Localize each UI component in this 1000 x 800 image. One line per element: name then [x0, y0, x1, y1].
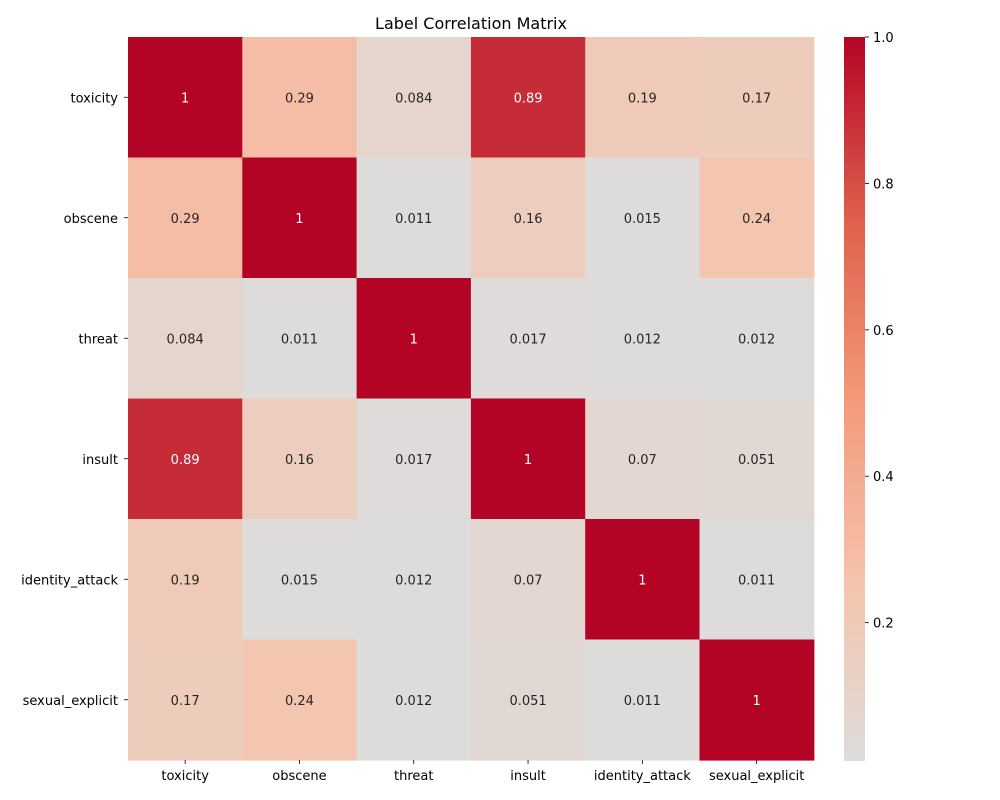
heatmap-cell [356, 519, 472, 641]
colorbar: 0.2 0.4 0.6 0.8 1.0 [844, 31, 894, 761]
y-tick-label: insult [82, 453, 118, 468]
heatmap-cell [699, 37, 815, 159]
colorbar-ticks: 0.2 0.4 0.6 0.8 1.0 [865, 31, 894, 632]
cell-value-label: 0.084 [167, 332, 204, 347]
cell-value-label: 1 [638, 573, 646, 588]
y-tick-label: threat [79, 332, 118, 347]
heatmap-cell [356, 398, 472, 520]
cell-value-label: 0.015 [281, 573, 318, 588]
y-tick-label: obscene [64, 212, 118, 227]
cell-value-label: 0.16 [285, 453, 314, 468]
cell-value-label: 0.16 [514, 212, 543, 227]
cell-value-label: 0.19 [171, 573, 200, 588]
cell-value-label: 0.011 [395, 212, 432, 227]
cell-value-label: 0.29 [285, 91, 314, 106]
heatmap-cell [699, 157, 815, 279]
cell-value-label: 1 [524, 453, 532, 468]
heatmap-cell [585, 278, 701, 400]
x-tick-label: threat [394, 769, 433, 784]
cell-value-label: 0.012 [738, 332, 775, 347]
heatmap-cell [128, 398, 243, 520]
heatmap-cell [585, 519, 701, 641]
cell-value-label: 1 [753, 694, 761, 709]
cell-value-label: 0.012 [624, 332, 661, 347]
cell-value-label: 0.017 [509, 332, 546, 347]
cell-value-label: 0.012 [395, 573, 432, 588]
heatmap-cell [128, 157, 243, 279]
y-tick-label: toxicity [70, 91, 118, 106]
cell-value-label: 0.24 [285, 694, 314, 709]
cell-value-label: 0.24 [742, 212, 771, 227]
x-axis: toxicity obscene threat insult identity_atta… [161, 760, 804, 784]
cell-value-label: 1 [181, 91, 189, 106]
x-tick-label: toxicity [161, 769, 209, 784]
heatmap-cell [356, 37, 472, 159]
heatmap-cell [699, 519, 815, 641]
heatmap-cells: 1 0.29 0.084 0.89 0.19 0.17 0.29 1 0.011 0.16 0.01… [128, 37, 815, 761]
heatmap-cell [470, 37, 586, 159]
cell-value-label: 0.011 [738, 573, 775, 588]
heatmap-cell [585, 157, 701, 279]
y-axis: toxicity obscene threat insult identity_atta… [21, 91, 128, 709]
y-tick-label: identity_attack [21, 573, 118, 588]
heatmap-cell [470, 519, 586, 641]
colorbar-gradient [844, 37, 865, 761]
heatmap-cell [470, 278, 586, 400]
heatmap-cell [470, 398, 586, 520]
cell-value-label: 0.015 [624, 212, 661, 227]
heatmap-cell [242, 278, 358, 400]
heatmap-cell [242, 157, 358, 279]
x-tick-label: obscene [272, 769, 326, 784]
cell-value-label: 0.011 [624, 694, 661, 709]
heatmap-cell [242, 639, 358, 761]
cell-value-label: 0.19 [628, 91, 657, 106]
x-tick-label: identity_attack [594, 769, 691, 784]
heatmap-cell [242, 37, 358, 159]
cell-value-label: 0.17 [742, 91, 771, 106]
cell-value-label: 0.07 [628, 453, 657, 468]
cell-value-label: 0.89 [514, 91, 543, 106]
cell-value-label: 0.084 [395, 91, 432, 106]
cell-value-label: 1 [295, 212, 303, 227]
colorbar-tick-label: 1.0 [873, 31, 894, 46]
cell-value-label: 0.17 [171, 694, 200, 709]
heatmap-cell [470, 157, 586, 279]
cell-value-label: 0.011 [281, 332, 318, 347]
cell-value-label: 0.017 [395, 453, 432, 468]
cell-value-label: 0.051 [738, 453, 775, 468]
heatmap-cell [470, 639, 586, 761]
cell-value-label: 0.29 [171, 212, 200, 227]
heatmap-cell [128, 639, 243, 761]
heatmap-cell [356, 157, 472, 279]
x-tick-label: sexual_explicit [709, 769, 804, 784]
y-tick-label: sexual_explicit [23, 694, 118, 709]
cell-value-label: 0.89 [171, 453, 200, 468]
heatmap-cell [585, 639, 701, 761]
heatmap-cell [699, 278, 815, 400]
heatmap-cell [242, 519, 358, 641]
colorbar-tick-label: 0.6 [873, 324, 894, 339]
heatmap-cell [699, 639, 815, 761]
colorbar-tick-label: 0.4 [873, 470, 894, 485]
cell-value-label: 0.012 [395, 694, 432, 709]
heatmap-cell [356, 639, 472, 761]
heatmap-cell [128, 519, 243, 641]
x-tick-label: insult [510, 769, 546, 784]
colorbar-tick-label: 0.2 [873, 617, 894, 632]
heatmap-cell [356, 278, 472, 400]
heatmap-cell [585, 398, 701, 520]
cell-value-label: 0.07 [514, 573, 543, 588]
cell-value-label: 0.051 [509, 694, 546, 709]
heatmap-cell [128, 278, 243, 400]
heatmap-cell [699, 398, 815, 520]
heatmap-cell [585, 37, 701, 159]
chart-title: Label Correlation Matrix [375, 14, 567, 33]
cell-value-label: 1 [410, 332, 418, 347]
heatmap-cell [128, 37, 243, 159]
colorbar-tick-label: 0.8 [873, 177, 894, 192]
heatmap-cell [242, 398, 358, 520]
